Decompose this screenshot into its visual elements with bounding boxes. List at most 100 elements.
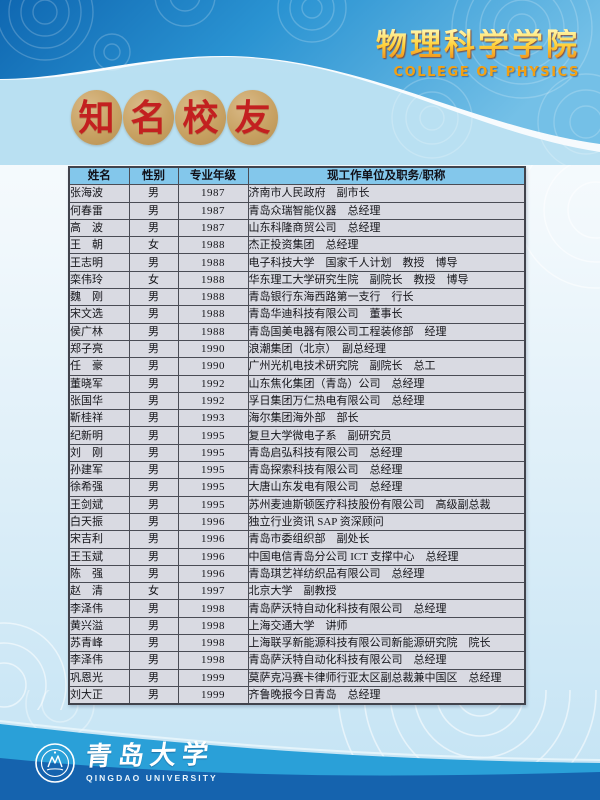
table-cell: 1990	[177, 339, 249, 359]
table-row: 王志明男 1988 电子科技大学 国家千人计划 教授 博导	[68, 253, 526, 272]
table-row: 宋文选男 1988 青岛华迪科技有限公司 董事长	[68, 305, 526, 324]
table-cell: 男	[128, 305, 179, 324]
table-cell: 苏州麦迪斯顿医疗科技股份有限公司 高级副总裁	[247, 495, 526, 514]
table-cell: 刘 刚	[68, 443, 130, 463]
table-cell: 1995	[177, 443, 249, 463]
table-cell: 男	[128, 322, 179, 341]
table-header-row: 姓名 性别 专业年级 现工作单位及职务/职称	[68, 166, 526, 186]
table-row: 刘大正男 1999 齐鲁晚报今日青岛 总经理	[68, 685, 526, 705]
table-cell: 女	[128, 582, 179, 601]
banner-title-block: 物理科学学院 COLLEGE OF PHYSICS	[376, 29, 580, 80]
table-cell: 复旦大学微电子系 副研究员	[247, 426, 526, 445]
badge-char-circle: 名	[123, 90, 174, 145]
table-cell: 1992	[177, 391, 249, 411]
famous-alumni-badge: 知 名 校 友	[71, 90, 279, 145]
table-cell: 广州光机电技术研究院 副院长 总工	[247, 357, 526, 376]
table-cell: 青岛萨沃特自动化科技有限公司 总经理	[247, 599, 526, 618]
table-cell: 男	[128, 391, 179, 411]
table-cell: 莫萨克冯赛卡律师行亚太区副总裁兼中国区 总经理	[247, 668, 526, 687]
table-row: 栾伟玲女 1988 华东理工大学研究生院 副院长 教授 博导	[68, 270, 526, 290]
table-cell: 白天振	[68, 512, 130, 532]
table-row: 刘 刚男 1995 青岛启弘科技有限公司 总经理	[68, 443, 526, 463]
table-cell: 男	[128, 599, 179, 618]
page-subtitle: COLLEGE OF PHYSICS	[393, 64, 580, 80]
table-cell: 陈 强	[68, 564, 130, 584]
alumni-table: 姓名 性别 专业年级 现工作单位及职务/职称 张海波男 1987 济南市人民政府 副…	[68, 166, 526, 706]
table-cell: 男	[128, 443, 179, 463]
table-cell: 青岛众瑞智能仪器 总经理	[247, 201, 526, 220]
table-cell: 张海波	[68, 184, 130, 203]
university-name-en: QINGDAO UNIVERSITY	[86, 773, 218, 783]
table-cell: 1993	[177, 409, 249, 428]
table-row: 侯广林男 1988 青岛国美电器有限公司工程装修部 经理	[68, 322, 526, 341]
table-cell: 1995	[177, 461, 249, 480]
table-cell: 董晓军	[68, 374, 130, 393]
table-cell: 1988	[177, 253, 249, 272]
table-cell: 侯广林	[68, 322, 130, 341]
table-cell: 山东焦化集团（青岛）公司 总经理	[247, 374, 526, 393]
table-cell: 青岛启弘科技有限公司 总经理	[247, 443, 526, 463]
table-row: 白天振男 1996 独立行业资讯 SAP 资深顾问	[68, 512, 526, 532]
table-cell: 男	[128, 651, 179, 670]
table-row: 李泽伟男 1998 青岛萨沃特自动化科技有限公司 总经理	[68, 599, 526, 618]
table-cell: 1990	[177, 357, 249, 376]
table-cell: 济南市人民政府 副市长	[247, 184, 526, 203]
table-cell: 1999	[177, 668, 249, 687]
column-header-year: 专业年级	[177, 166, 249, 186]
table-cell: 青岛华迪科技有限公司 董事长	[247, 305, 526, 324]
table-cell: 1992	[177, 374, 249, 393]
table-cell: 王志明	[68, 253, 130, 272]
table-row: 何春雷男 1987 青岛众瑞智能仪器 总经理	[68, 201, 526, 220]
table-cell: 山东科隆商贸公司 总经理	[247, 218, 526, 238]
table-cell: 1988	[177, 288, 249, 307]
table-row: 任 豪男 1990 广州光机电技术研究院 副院长 总工	[68, 357, 526, 376]
table-cell: 男	[128, 685, 179, 705]
table-cell: 独立行业资讯 SAP 资深顾问	[247, 512, 526, 532]
table-cell: 男	[128, 339, 179, 359]
badge-char: 知	[78, 97, 115, 138]
table-cell: 男	[128, 461, 179, 480]
table-cell: 北京大学 副教授	[247, 582, 526, 601]
table-cell: 徐希强	[68, 478, 130, 497]
university-name-cn: 青岛大学	[84, 739, 216, 772]
table-cell: 栾伟玲	[68, 270, 130, 290]
table-cell: 海尔集团海外部 部长	[247, 409, 526, 428]
table-row: 魏 刚男 1988 青岛银行东海西路第一支行 行长	[68, 288, 526, 307]
table-cell: 青岛银行东海西路第一支行 行长	[247, 288, 526, 307]
table-cell: 1995	[177, 478, 249, 497]
table-cell: 男	[128, 409, 179, 428]
table-cell: 1988	[177, 305, 249, 324]
table-cell: 华东理工大学研究生院 副院长 教授 博导	[247, 270, 526, 290]
table-cell: 靳桂祥	[68, 409, 130, 428]
table-cell: 1987	[177, 201, 249, 220]
table-cell: 男	[128, 478, 179, 497]
table-cell: 1998	[177, 616, 249, 636]
column-header-gender: 性别	[128, 166, 179, 186]
university-emblem-icon	[35, 743, 75, 783]
table-row: 张海波男 1987 济南市人民政府 副市长	[68, 184, 526, 203]
table-cell: 浪潮集团（北京） 副总经理	[247, 339, 526, 359]
table-cell: 王剑斌	[68, 495, 130, 514]
table-cell: 孚日集团万仁热电有限公司 总经理	[247, 391, 526, 411]
page-title: 物理科学学院	[376, 27, 580, 63]
table-cell: 青岛市委组织部 副处长	[247, 530, 526, 549]
table-cell: 1996	[177, 547, 249, 566]
table-cell: 宋吉利	[68, 530, 130, 549]
column-header-name: 姓名	[68, 166, 130, 186]
table-cell: 魏 刚	[68, 288, 130, 307]
table-cell: 杰正投资集团 总经理	[247, 236, 526, 255]
table-row: 徐希强男 1995 大唐山东发电有限公司 总经理	[68, 478, 526, 497]
university-name-block: 青岛大学 QINGDAO UNIVERSITY	[84, 739, 218, 783]
table-cell: 女	[128, 270, 179, 290]
table-cell: 青岛国美电器有限公司工程装修部 经理	[247, 322, 526, 341]
table-cell: 青岛探索科技有限公司 总经理	[247, 461, 526, 480]
university-logo-block: 青岛大学 QINGDAO UNIVERSITY	[34, 739, 218, 784]
table-cell: 上海交通大学 讲师	[247, 616, 526, 636]
table-row: 靳桂祥男 1993 海尔集团海外部 部长	[68, 409, 526, 428]
table-cell: 巩恩光	[68, 668, 130, 687]
table-cell: 何春雷	[68, 201, 130, 220]
table-cell: 男	[128, 512, 179, 532]
table-row: 王剑斌男 1995 苏州麦迪斯顿医疗科技股份有限公司 高级副总裁	[68, 495, 526, 514]
table-cell: 青岛萨沃特自动化科技有限公司 总经理	[247, 651, 526, 670]
table-cell: 男	[128, 201, 179, 220]
